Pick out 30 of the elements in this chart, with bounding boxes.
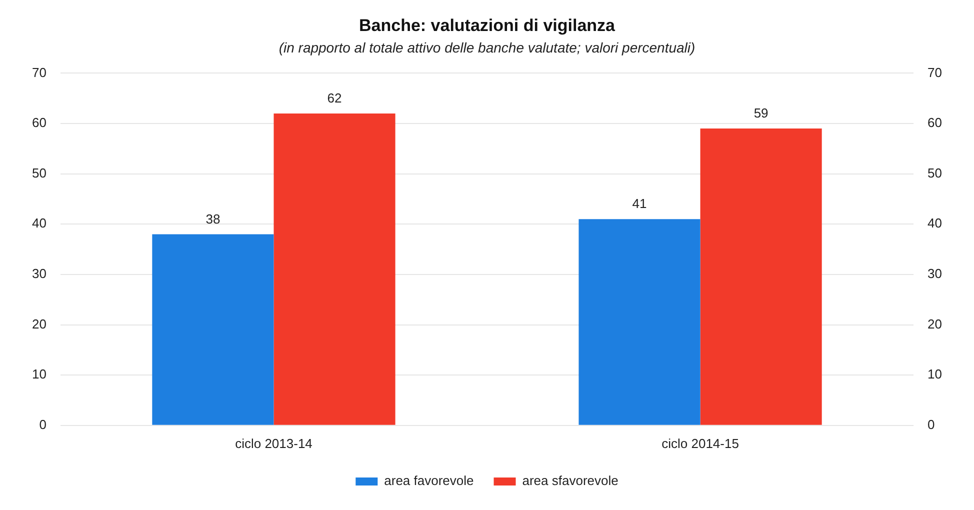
chart-subtitle: (in rapporto al totale attivo delle banche valutate; valori percentuali): [278, 40, 696, 56]
y2-tick-label: 70: [928, 64, 942, 80]
chart-title: Banche: valutazioni di vigilanza: [359, 16, 616, 35]
y-tick-label: 70: [32, 64, 46, 80]
bar: [700, 128, 822, 425]
y2-tick-label: 0: [928, 416, 935, 432]
y-tick-label: 10: [32, 366, 46, 382]
bar: [274, 113, 396, 425]
y2-tick-label: 60: [928, 115, 942, 130]
legend-label: area sfavorevole: [522, 473, 618, 488]
data-label: 59: [754, 106, 768, 121]
y2-tick-label: 40: [928, 216, 942, 231]
y2-tick-label: 50: [928, 165, 942, 180]
y-tick-label: 50: [32, 165, 46, 180]
y-tick-label: 30: [32, 266, 46, 282]
data-label: 38: [206, 211, 220, 226]
x-tick-label: ciclo 2013-14: [235, 436, 312, 451]
y-tick-label: 20: [32, 316, 46, 332]
y-tick-label: 60: [32, 115, 46, 130]
y2-tick-label: 30: [928, 266, 942, 282]
y2-tick-label: 20: [928, 316, 942, 332]
bar: [578, 219, 700, 425]
data-label: 41: [632, 196, 647, 212]
data-label: 62: [327, 90, 342, 106]
y-tick-label: 40: [32, 216, 46, 231]
legend-label: area favorevole: [384, 473, 474, 488]
y2-tick-label: 10: [928, 366, 942, 382]
bar: [152, 234, 274, 425]
x-tick-label: ciclo 2014-15: [662, 436, 739, 451]
y-tick-label: 0: [39, 416, 46, 432]
